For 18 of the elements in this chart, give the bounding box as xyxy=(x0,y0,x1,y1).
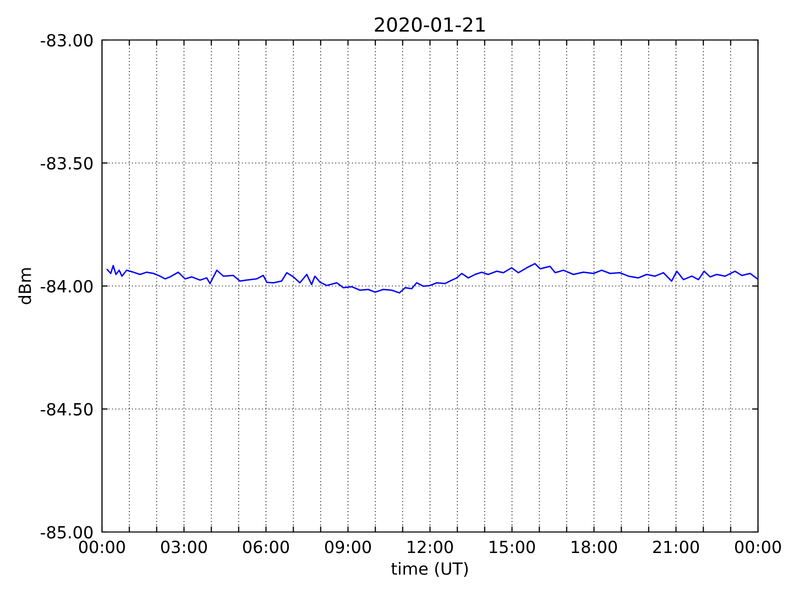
y-tick-label: -84.00 xyxy=(40,280,93,293)
x-tick-label: 12:00 xyxy=(408,540,453,554)
x-axis-title: time (UT) xyxy=(391,562,468,577)
line-series xyxy=(106,262,758,294)
x-tick-label: 00:00 xyxy=(79,540,125,554)
y-tick-label: -85.00 xyxy=(40,526,93,539)
x-tick-label: 06:00 xyxy=(243,540,289,554)
x-tick-label: 15:00 xyxy=(490,540,535,554)
x-tick-label: 00:00 xyxy=(735,540,781,554)
x-tick-label: 21:00 xyxy=(653,540,699,554)
y-tick-label: -83.50 xyxy=(40,156,93,170)
y-tick-label: -84.50 xyxy=(40,402,93,416)
y-tick-label: -83.00 xyxy=(40,34,93,47)
y-axis-title: dBm xyxy=(18,268,32,304)
x-tick-label: 09:00 xyxy=(325,540,371,554)
chart-title: 2020-01-21 xyxy=(374,17,485,32)
x-tick-label: 18:00 xyxy=(572,540,617,554)
x-tick-label: 03:00 xyxy=(161,540,207,554)
